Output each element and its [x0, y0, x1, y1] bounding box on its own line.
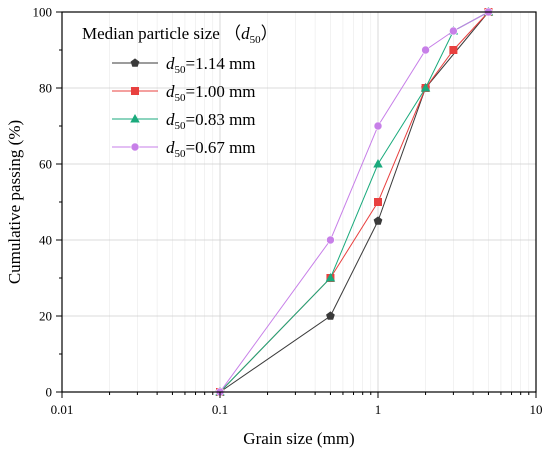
legend-label: d50=0.67 mm: [166, 138, 256, 160]
x-tick-label: 1: [375, 402, 382, 417]
data-point: [374, 198, 382, 206]
plot-background: [62, 12, 536, 392]
data-point: [130, 58, 140, 67]
data-point: [449, 26, 458, 36]
series-line: [219, 11, 489, 393]
data-point: [325, 273, 336, 282]
x-tick-label: 10: [530, 402, 543, 417]
data-point: [130, 114, 140, 123]
data-point: [131, 87, 139, 95]
data-point: [326, 235, 335, 245]
data-point: [326, 311, 335, 320]
x-axis-title: Grain size (mm): [243, 429, 354, 448]
data-point: [449, 46, 458, 54]
legend-item: d50=1.00 mm: [112, 82, 256, 104]
legend-label: d50=1.14 mm: [166, 54, 256, 76]
data-point: [373, 216, 383, 225]
legend-label: d50=0.83 mm: [166, 110, 256, 132]
y-tick-label: 100: [33, 5, 53, 20]
data-point: [420, 83, 431, 92]
legend-item: d50=0.67 mm: [112, 138, 256, 160]
y-tick-label: 80: [39, 81, 52, 96]
y-axis-title: Cumulative passing (%): [5, 120, 24, 284]
y-tick-label: 60: [39, 157, 52, 172]
y-tick-label: 0: [46, 385, 53, 400]
data-point: [421, 45, 430, 55]
legend-title: Median particle size （d50）: [82, 24, 278, 46]
legend-label: d50=1.00 mm: [166, 82, 256, 104]
x-tick-label: 0.01: [51, 402, 74, 417]
y-tick-label: 40: [39, 233, 52, 248]
data-point: [373, 159, 383, 168]
legend-item: d50=1.14 mm: [112, 54, 256, 76]
legend: Median particle size （d50） d50=1.14 mm d50…: [82, 24, 278, 160]
x-tick-label: 0.1: [212, 402, 228, 417]
data-point: [373, 121, 383, 131]
y-tick-label: 20: [39, 309, 52, 324]
data-point: [130, 142, 140, 152]
legend-item: d50=0.83 mm: [112, 110, 256, 132]
